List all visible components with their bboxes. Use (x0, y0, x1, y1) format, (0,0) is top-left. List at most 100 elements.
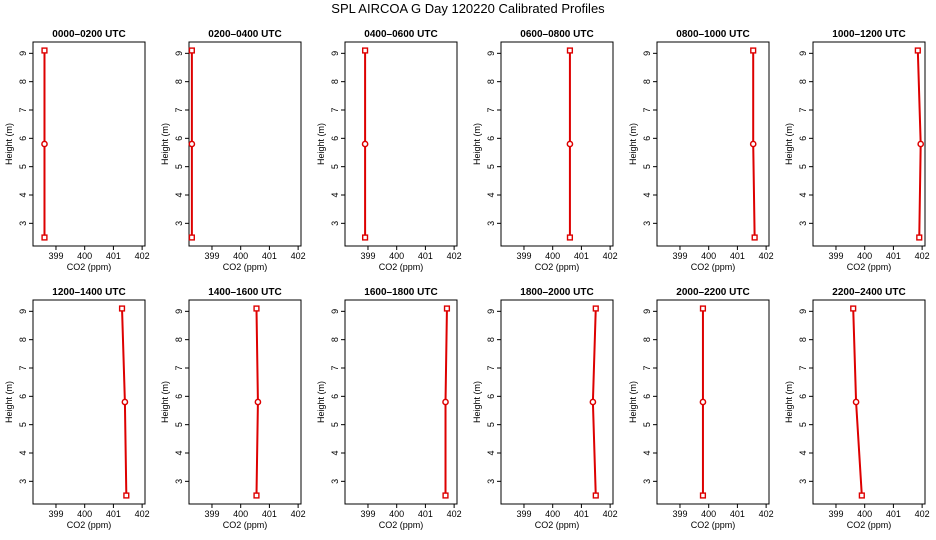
profile-point (253, 492, 260, 499)
profile-point (362, 234, 369, 241)
x-axis-label: CO2 (ppm) (223, 262, 268, 272)
x-tick-label: 400 (389, 509, 404, 519)
profile-point (699, 492, 707, 499)
panel-2: 0200–0400 UTC 399 400 401 402 3 4 5 6 7 8 9 CO2 (ppm… (160, 29, 306, 272)
profile-point (850, 305, 857, 312)
panel-title: 1000–1200 UTC (832, 29, 905, 40)
plot-frame (500, 41, 614, 247)
x-tick-label: 402 (603, 509, 618, 519)
x-tick-label: 401 (418, 251, 433, 261)
panel-title: 2000–2200 UTC (676, 287, 749, 298)
y-tick-label: 5 (174, 164, 184, 169)
y-tick-label: 4 (798, 192, 808, 197)
x-tick-label: 399 (516, 509, 531, 519)
profile-point (750, 47, 757, 54)
x-tick-label: 401 (574, 251, 589, 261)
y-tick-label: 6 (642, 136, 652, 141)
y-tick-label: 8 (174, 79, 184, 84)
x-axis-label: CO2 (ppm) (691, 262, 736, 272)
x-axis-label: CO2 (ppm) (379, 520, 424, 530)
y-tick-label: 5 (18, 164, 28, 169)
y-tick-label: 7 (18, 365, 28, 370)
y-tick-label: 3 (18, 221, 28, 226)
plot-frame (656, 299, 770, 505)
profile-point (592, 305, 599, 312)
plot-frame (500, 299, 614, 505)
x-tick-label: 401 (886, 251, 901, 261)
profile-point (751, 234, 758, 241)
x-tick-label: 400 (545, 251, 560, 261)
y-tick-label: 3 (486, 221, 496, 226)
y-tick-label: 6 (486, 136, 496, 141)
y-tick-label: 4 (798, 450, 808, 455)
y-tick-label: 7 (642, 365, 652, 370)
x-tick-label: 399 (48, 251, 63, 261)
profile-point (858, 492, 865, 499)
y-axis-label: Height (m) (628, 123, 638, 165)
y-tick-label: 9 (642, 309, 652, 314)
y-axis-label: Height (m) (784, 381, 794, 423)
plot-frame (32, 299, 146, 505)
profile-point (253, 305, 260, 312)
y-tick-label: 9 (18, 51, 28, 56)
figure-title: SPL AIRCOA G Day 120220 Calibrated Profi… (331, 1, 605, 16)
y-tick-label: 8 (330, 337, 340, 342)
x-tick-label: 402 (135, 251, 150, 261)
y-tick-label: 8 (330, 79, 340, 84)
profile-point (917, 140, 925, 148)
x-tick-label: 399 (48, 509, 63, 519)
profile-point (442, 492, 449, 499)
x-tick-label: 399 (828, 509, 843, 519)
y-axis-label: Height (m) (316, 123, 326, 165)
y-tick-label: 9 (798, 309, 808, 314)
x-axis-label: CO2 (ppm) (535, 520, 580, 530)
y-tick-label: 5 (798, 422, 808, 427)
y-tick-label: 5 (642, 164, 652, 169)
y-tick-label: 7 (486, 107, 496, 112)
y-axis-label: Height (m) (784, 123, 794, 165)
y-tick-label: 4 (642, 192, 652, 197)
plot-frame (188, 41, 302, 247)
profile-point (41, 234, 48, 241)
y-tick-label: 4 (18, 192, 28, 197)
y-tick-label: 9 (486, 309, 496, 314)
y-axis-label: Height (m) (316, 381, 326, 423)
y-tick-label: 6 (486, 394, 496, 399)
profile-point (123, 492, 130, 499)
x-tick-label: 399 (360, 509, 375, 519)
y-tick-label: 8 (18, 337, 28, 342)
y-tick-label: 5 (330, 422, 340, 427)
y-tick-label: 7 (798, 365, 808, 370)
x-tick-label: 399 (672, 509, 687, 519)
y-tick-label: 5 (330, 164, 340, 169)
profile-point (361, 140, 369, 148)
x-axis-label: CO2 (ppm) (535, 262, 580, 272)
profile-point (749, 140, 757, 148)
x-tick-label: 399 (828, 251, 843, 261)
panel-9: 1600–1800 UTC 399 400 401 402 3 4 5 6 7 8 9 CO2 (ppm… (316, 287, 462, 530)
y-axis-label: Height (m) (4, 123, 14, 165)
y-tick-label: 5 (486, 422, 496, 427)
x-tick-label: 402 (291, 509, 306, 519)
plot-frame (656, 41, 770, 247)
y-tick-label: 3 (486, 479, 496, 484)
panel-8: 1400–1600 UTC 399 400 401 402 3 4 5 6 7 8 9 CO2 (ppm… (160, 287, 306, 530)
profile-point (254, 398, 262, 406)
y-tick-label: 5 (486, 164, 496, 169)
y-tick-label: 4 (486, 450, 496, 455)
y-tick-label: 9 (330, 309, 340, 314)
y-tick-label: 7 (174, 107, 184, 112)
x-tick-label: 399 (672, 251, 687, 261)
x-tick-label: 400 (233, 509, 248, 519)
y-tick-label: 8 (486, 79, 496, 84)
profile-point (442, 398, 449, 406)
y-tick-label: 9 (174, 309, 184, 314)
profile-point (188, 47, 195, 54)
y-tick-label: 3 (642, 221, 652, 226)
x-axis-label: CO2 (ppm) (223, 520, 268, 530)
panel-10: 1800–2000 UTC 399 400 401 402 3 4 5 6 7 8 9 CO2 (ppm… (472, 287, 618, 530)
y-tick-label: 3 (642, 479, 652, 484)
panel-title: 0600–0800 UTC (520, 29, 593, 40)
y-axis-label: Height (m) (160, 381, 170, 423)
